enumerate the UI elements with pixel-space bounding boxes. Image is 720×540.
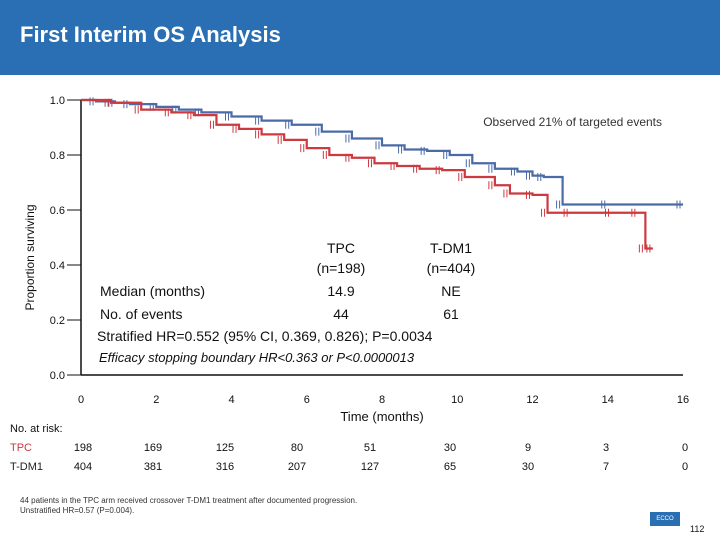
risk-cell: 0: [681, 442, 689, 454]
stats-events-label: No. of events: [100, 306, 183, 322]
ecco-logo: ECCO: [650, 512, 680, 526]
stats-hr: Stratified HR=0.552 (95% CI, 0.369, 0.82…: [97, 328, 433, 344]
risk-cell: 381: [143, 461, 163, 473]
footnote-line-2: Unstratified HR=0.57 (P=0.004).: [20, 506, 135, 515]
risk-cell: 30: [521, 461, 535, 473]
risk-cell: 9: [524, 442, 532, 454]
y-tick-label: 0.2: [50, 315, 65, 327]
risk-cell: 30: [443, 442, 457, 454]
series-line-tpc: [81, 98, 653, 250]
y-tick-label: 0.4: [50, 260, 65, 272]
stats-events-tdm1: 61: [443, 306, 459, 322]
page-number: 112: [690, 524, 705, 534]
stats-median-label: Median (months): [100, 283, 205, 299]
stats-events-tpc: 44: [333, 306, 349, 322]
risk-table-title: No. at risk:: [10, 423, 63, 435]
x-tick-label: 4: [228, 394, 234, 406]
risk-cell: 125: [215, 442, 235, 454]
risk-row-label: TPC: [10, 442, 32, 454]
risk-cell: 3: [602, 442, 610, 454]
stats-n-tdm1: (n=404): [427, 260, 476, 276]
x-tick-label: 0: [78, 394, 84, 406]
x-tick-label: 16: [677, 394, 689, 406]
page-title: First Interim OS Analysis: [20, 22, 281, 47]
risk-cell: 404: [73, 461, 93, 473]
y-tick-label: 0.0: [50, 370, 65, 382]
stats-col-tpc: TPC: [327, 240, 355, 256]
x-tick-label: 10: [451, 394, 463, 406]
y-axis-label: Proportion surviving: [23, 204, 37, 310]
x-tick-label: 8: [379, 394, 385, 406]
annotation: Observed 21% of targeted events: [483, 115, 662, 129]
risk-cell: 169: [143, 442, 163, 454]
risk-cell: 7: [602, 461, 610, 473]
stats-boundary: Efficacy stopping boundary HR<0.363 or P…: [99, 350, 415, 365]
footnote-line-1: 44 patients in the TPC arm received cros…: [20, 496, 358, 505]
x-tick-label: 14: [602, 394, 614, 406]
stats-n-tpc: (n=198): [317, 260, 366, 276]
risk-cell: 51: [363, 442, 377, 454]
x-tick-label: 6: [304, 394, 310, 406]
risk-cell: 127: [360, 461, 380, 473]
stats-col-tdm1: T-DM1: [430, 240, 472, 256]
footnote: 44 patients in the TPC arm received cros…: [20, 496, 357, 516]
risk-row-label: T-DM1: [10, 461, 43, 473]
x-tick-label: 12: [526, 394, 538, 406]
risk-cell: 198: [73, 442, 93, 454]
stats-median-tpc: 14.9: [327, 283, 354, 299]
stats-median-tdm1: NE: [441, 283, 460, 299]
risk-cell: 207: [287, 461, 307, 473]
y-tick-label: 0.8: [50, 150, 65, 162]
title-bar: First Interim OS Analysis: [0, 0, 720, 75]
risk-cell: 316: [215, 461, 235, 473]
y-tick-label: 1.0: [50, 95, 65, 107]
y-tick-label: 0.6: [50, 205, 65, 217]
x-axis-label: Time (months): [340, 409, 423, 424]
series-line-t-dm1: [81, 98, 683, 206]
risk-cell: 65: [443, 461, 457, 473]
x-tick-label: 2: [153, 394, 159, 406]
risk-cell: 80: [290, 442, 304, 454]
risk-cell: 0: [681, 461, 689, 473]
